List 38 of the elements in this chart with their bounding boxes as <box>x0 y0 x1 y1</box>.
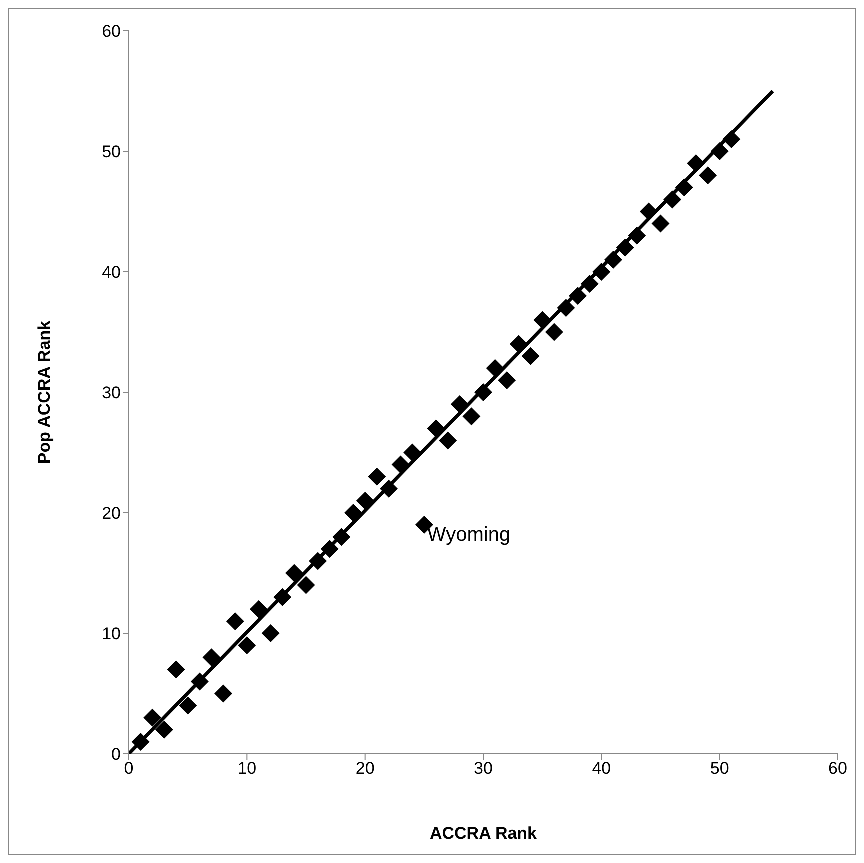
x-axis-title: ACCRA Rank <box>430 824 538 843</box>
y-tick-label: 50 <box>102 142 121 162</box>
annotation: Wyoming <box>427 524 511 546</box>
point <box>238 636 256 655</box>
point <box>297 576 316 594</box>
point <box>368 468 386 486</box>
x-tick-label: 0 <box>124 759 134 778</box>
y-tick-label: 20 <box>102 504 121 524</box>
point <box>498 371 516 390</box>
point <box>167 660 186 679</box>
x-tick-label: 50 <box>710 759 730 778</box>
x-tick-label: 10 <box>238 759 257 778</box>
point <box>250 600 268 618</box>
point <box>652 214 670 233</box>
y-tick-label: 30 <box>102 384 121 403</box>
x-tick-label: 30 <box>474 759 493 778</box>
y-tick-label: 10 <box>102 624 121 644</box>
point <box>439 432 458 450</box>
point <box>214 684 233 703</box>
point <box>522 347 540 366</box>
point <box>262 624 280 642</box>
point <box>462 408 481 426</box>
y-tick-label: 0 <box>112 745 121 764</box>
x-tick-label: 60 <box>828 759 848 778</box>
point <box>356 492 374 510</box>
point <box>545 323 564 342</box>
point <box>179 696 198 715</box>
x-tick-label: 40 <box>592 759 612 778</box>
y-axis-title: Pop ACCRA Rank <box>35 320 54 464</box>
y-tick-label: 40 <box>102 263 121 282</box>
point <box>155 720 174 739</box>
x-tick-label: 20 <box>356 759 375 778</box>
point <box>285 564 304 582</box>
point <box>699 166 718 185</box>
y-tick-label: 60 <box>102 22 121 42</box>
point <box>202 648 221 667</box>
point <box>144 708 162 727</box>
point <box>226 612 244 630</box>
